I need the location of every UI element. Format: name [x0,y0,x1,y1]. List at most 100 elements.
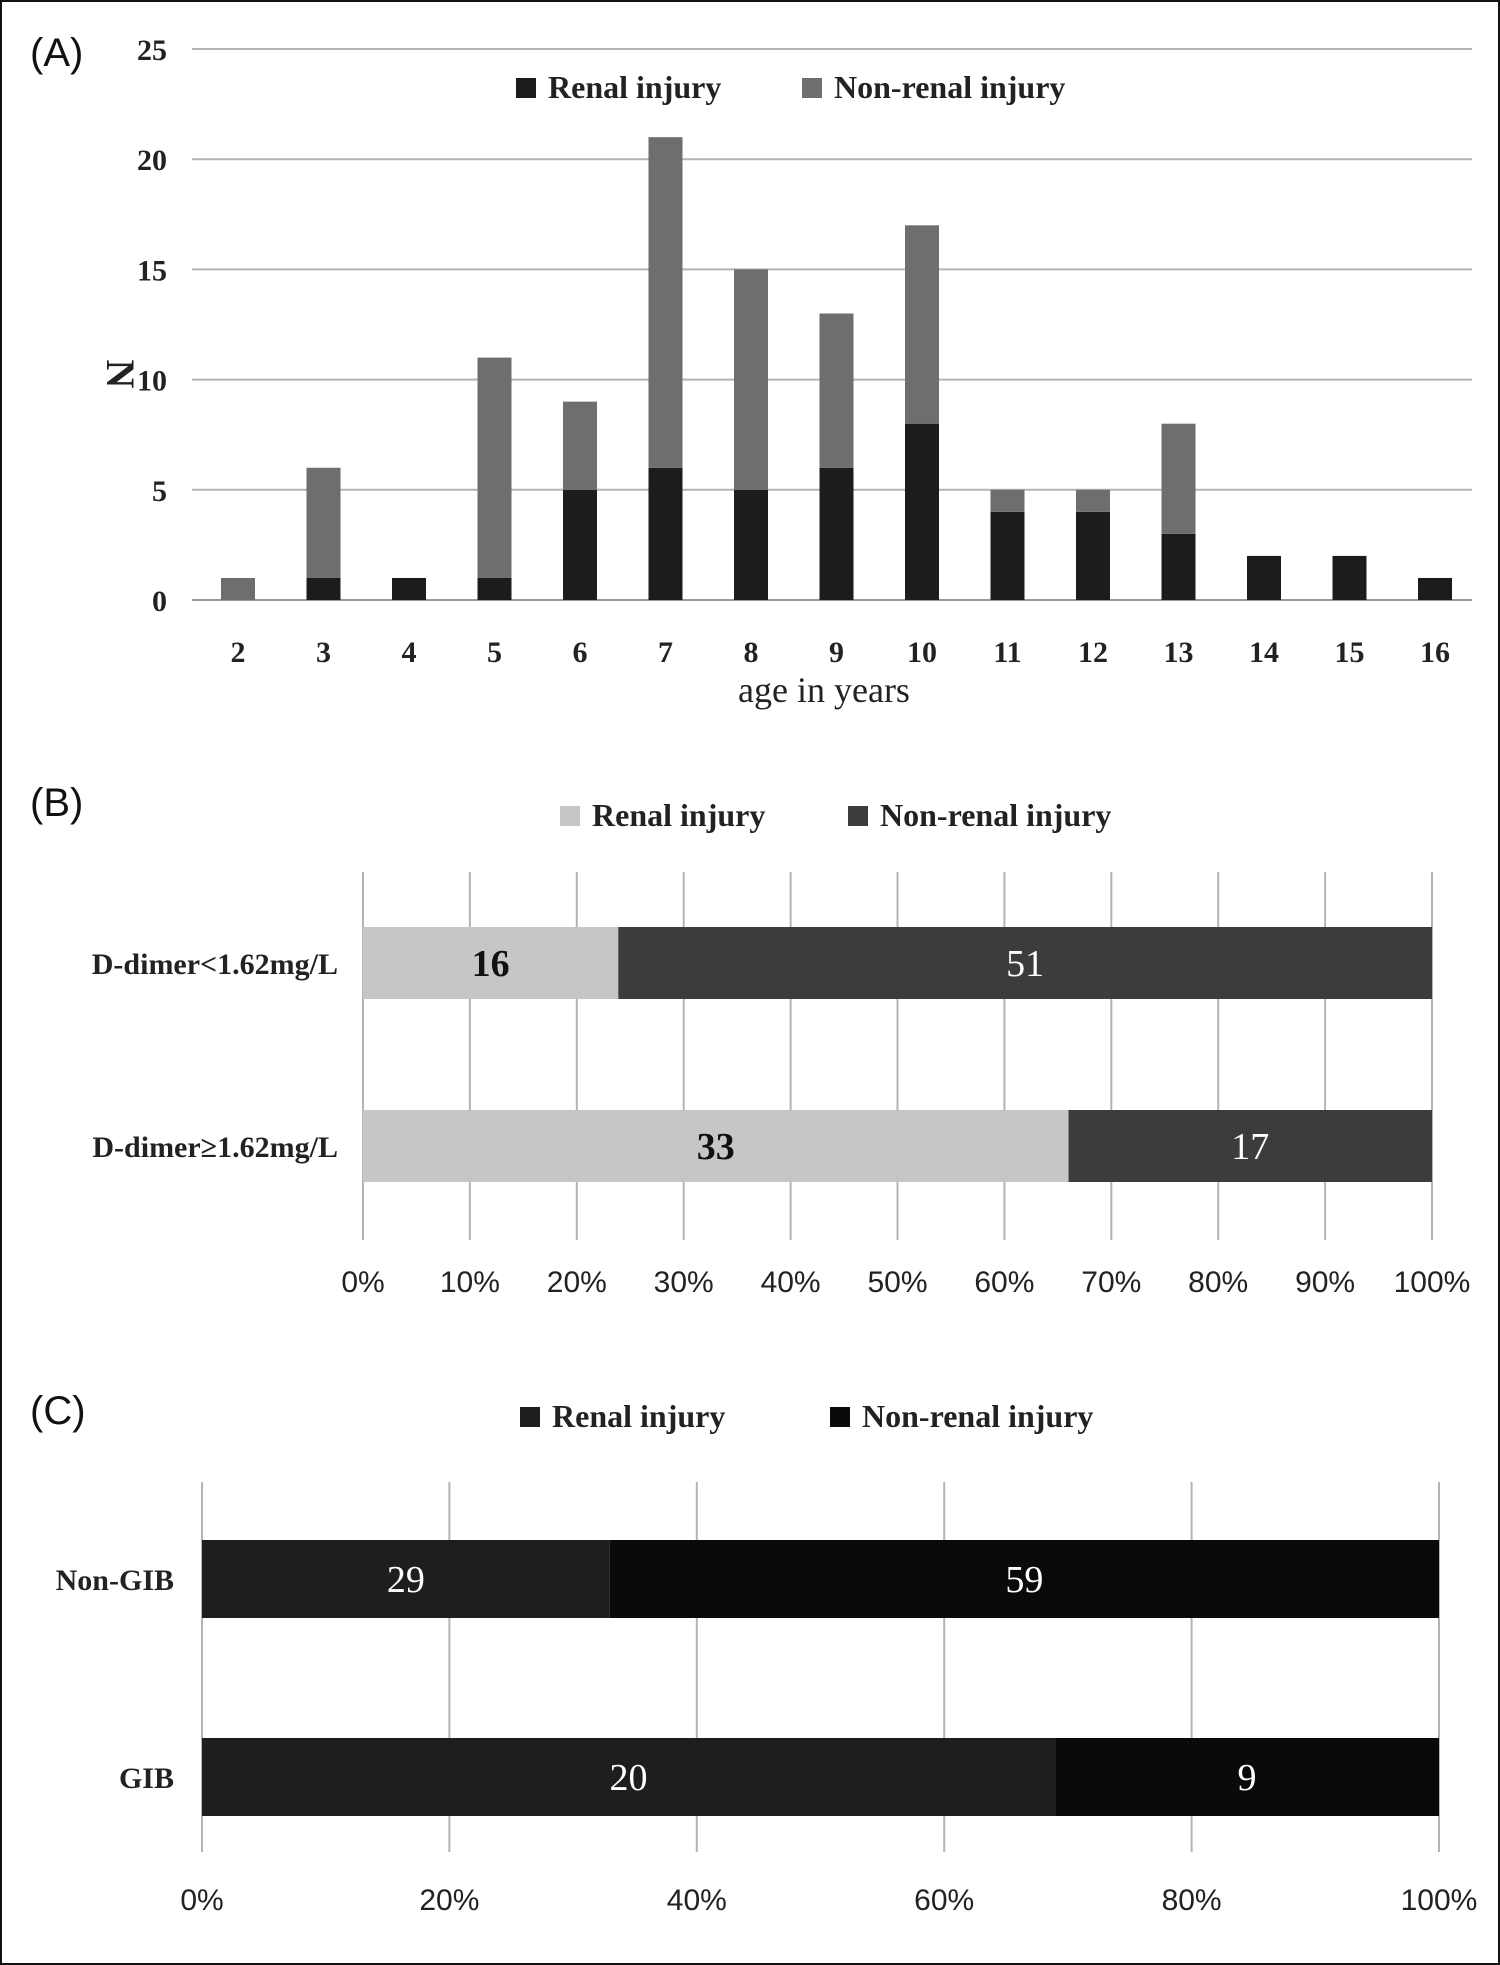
x-tick-label: 20% [419,1884,479,1917]
bar-renal-injury [905,423,939,600]
x-tick-label: 0% [180,1884,223,1917]
category-label: GIB [119,1762,174,1795]
bar-non-renal-injury [609,1540,1439,1618]
x-tick-label: 0% [341,1266,384,1299]
data-label: 17 [1231,1126,1269,1168]
category-label: D-dimer<1.62mg/L [92,948,338,981]
chart-a-age-distribution: (A) 0 5 10 15 20 25 N 2 3 4 5 6 7 8 9 10 11 12 13 14 15 16 age … [30,31,1472,710]
data-label: 20 [610,1757,648,1799]
category-label: Non-GIB [56,1564,174,1597]
x-tick-label: 16 [1420,636,1450,669]
legend-label: Renal injury [552,1398,725,1434]
bar-renal-injury [1332,555,1367,600]
x-tick-label: 6 [573,636,588,669]
bar-non-renal-injury [1161,423,1196,534]
x-tick-label: 7 [658,636,673,669]
x-tick-label: 30% [654,1266,714,1299]
bar-renal-injury [363,927,619,999]
bar-renal-injury [363,1110,1069,1182]
bar-non-renal-injury [221,577,255,600]
x-tick-label: 9 [829,636,844,669]
data-label: 9 [1238,1757,1257,1799]
x-tick-label: 40% [761,1266,821,1299]
x-tick-label: 15 [1335,636,1365,669]
bar-renal-injury [202,1540,610,1618]
y-tick-label: 25 [137,34,167,67]
legend-label: Non-renal injury [880,797,1111,833]
bar-non-renal-injury [563,401,597,490]
data-label: 16 [472,943,510,985]
x-tick-label: 2 [231,636,246,669]
bar-non-renal-injury [648,137,683,468]
panel-b: (B) Renal injury Non-renal injury 0% 10% 20% 3… [2,742,1498,1342]
x-tick-label: 80% [1188,1266,1248,1299]
chart-c-gib: (C) Renal injury Non-renal injury 0% 20% 40% 6… [30,1389,1478,1917]
bar-renal-injury [1076,511,1110,600]
panel-label: (A) [30,31,83,75]
chart-b-d-dimer: (B) Renal injury Non-renal injury 0% 10% 20% 3… [30,781,1471,1299]
x-tick-label: 11 [993,636,1021,669]
bar-non-renal-injury [306,467,341,578]
x-tick-label: 14 [1249,636,1279,669]
panel-label: (C) [30,1389,86,1433]
legend-label: Renal injury [592,797,765,833]
panel-c: (C) Renal injury Non-renal injury 0% 20% 40% 6… [2,1342,1498,1963]
x-tick-label: 100% [1394,1266,1471,1299]
x-axis-label: age in years [738,670,910,710]
bar-renal-injury [1161,533,1196,600]
bar-non-renal-injury [618,927,1432,999]
x-tick-label: 80% [1162,1884,1222,1917]
x-tick-label: 10 [907,636,937,669]
legend-swatch [802,78,822,98]
legend-label: Non-renal injury [862,1398,1093,1434]
panel-a: (A) 0 5 10 15 20 25 N 2 3 4 5 6 7 8 9 10 11 12 13 14 15 16 age … [2,2,1498,742]
x-tick-label: 50% [867,1266,927,1299]
bar-renal-injury [648,467,683,600]
y-tick-label: 20 [137,144,167,177]
bar-renal-injury [477,577,512,600]
panel-label: (B) [30,781,83,825]
bar-non-renal-injury [990,489,1025,512]
legend-label: Renal injury [548,69,721,105]
y-tick-label: 5 [152,475,167,508]
bar-renal-injury [306,577,341,600]
category-label: D-dimer≥1.62mg/L [92,1131,338,1164]
x-tick-label: 40% [667,1884,727,1917]
bar-renal-injury [563,489,597,600]
data-label: 51 [1006,943,1044,985]
x-tick-label: 3 [316,636,331,669]
data-label: 59 [1005,1559,1043,1601]
legend-swatch [520,1407,540,1427]
x-tick-label: 20% [547,1266,607,1299]
legend-swatch [848,806,868,826]
data-label: 33 [697,1126,735,1168]
x-tick-label: 100% [1401,1884,1478,1917]
x-tick-label: 60% [974,1266,1034,1299]
legend-swatch [560,806,580,826]
bar-renal-injury [392,577,426,600]
bar-non-renal-injury [819,313,854,468]
x-tick-label: 10% [440,1266,500,1299]
x-tick-label: 8 [744,636,759,669]
x-tick-label: 60% [914,1884,974,1917]
y-tick-label: 15 [137,254,167,287]
x-tick-label: 12 [1078,636,1108,669]
bar-non-renal-injury [734,269,768,490]
x-tick-label: 4 [402,636,417,669]
bar-renal-injury [819,467,854,600]
y-tick-label: 0 [152,585,167,618]
legend-swatch [830,1407,850,1427]
legend-swatch [516,78,536,98]
y-tick-label: 10 [137,365,167,398]
x-tick-label: 5 [487,636,502,669]
bar-non-renal-injury [1055,1738,1439,1816]
bar-renal-injury [1247,555,1281,600]
x-tick-label: 70% [1081,1266,1141,1299]
y-axis-label: N [98,360,143,389]
data-label: 29 [387,1559,425,1601]
bar-renal-injury [202,1738,1056,1816]
bar-renal-injury [734,489,768,600]
x-tick-label: 90% [1295,1266,1355,1299]
bar-non-renal-injury [1076,489,1110,512]
